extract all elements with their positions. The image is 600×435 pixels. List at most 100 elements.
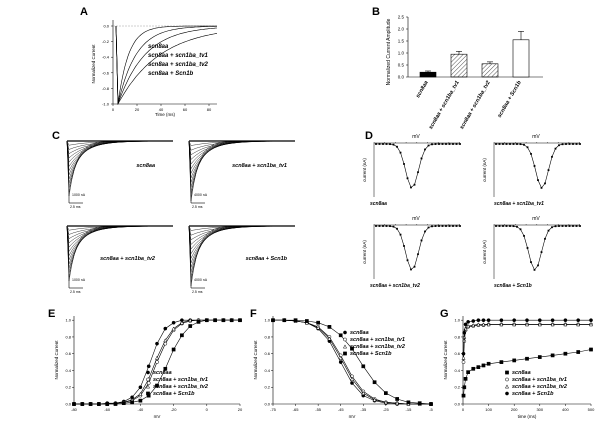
data-point <box>466 320 470 324</box>
data-point <box>395 401 400 406</box>
panel-d-xlabel: mV <box>412 134 420 140</box>
panel-c-scale-x: 2.5 ms <box>192 290 203 294</box>
panel-d-point <box>575 225 578 227</box>
panel-d-point <box>375 225 377 227</box>
panel-d-point <box>526 146 529 149</box>
panel-d-point <box>502 225 504 227</box>
panel-d-point <box>406 177 409 180</box>
data-point <box>171 320 176 325</box>
panel-c-subpanel: 1000 nA 2.5 ms scn8aa + scn1ba_tv2 <box>66 225 174 294</box>
panel-d-point <box>579 143 581 145</box>
panel-d-point <box>498 225 501 227</box>
panel-a-ytick: -0.6 <box>102 70 110 75</box>
chart-legend-item: scn8aa + scn1ba_tv1 <box>512 377 567 383</box>
panel-a-trace <box>115 25 218 105</box>
panel-d-point <box>505 143 508 145</box>
chart-xtick: 400 <box>562 407 569 412</box>
data-point <box>476 322 481 327</box>
panel-d-point <box>434 143 437 145</box>
panel-d-point <box>551 226 553 229</box>
data-point <box>221 318 226 323</box>
panel-d-point <box>544 182 546 185</box>
panel-d-point <box>424 148 426 151</box>
data-point <box>338 355 343 360</box>
panel-d-point <box>533 165 536 167</box>
panel-d-point <box>572 225 574 227</box>
panel-d-iv-curves: mV current (nA) scn8aa mV current (nA) scn8aa… <box>362 134 581 289</box>
panel-d-point <box>427 144 430 147</box>
panel-d-point <box>375 143 377 145</box>
panel-d-point <box>530 152 532 155</box>
data-point <box>463 377 468 381</box>
panel-d-point <box>519 228 522 231</box>
data-point <box>466 370 470 375</box>
chart-legend-item: scn8aa + scn1ba_tv2 <box>350 344 405 350</box>
data-point <box>486 361 491 366</box>
data-point <box>204 318 209 323</box>
panel-d-label: scn8aa + scn1ba_tv2 <box>370 283 420 289</box>
panel-d-iv-curve <box>496 225 580 271</box>
panel-d-point <box>509 143 511 145</box>
panel-c-label: scn8aa + Scn1b <box>246 256 288 262</box>
data-point <box>138 391 143 396</box>
data-point <box>525 356 529 361</box>
panel-c-trace <box>66 225 173 244</box>
panel-a-trace <box>115 25 218 106</box>
panel-c-trace <box>188 225 295 282</box>
data-point <box>471 323 476 328</box>
chart-xtick: 0 <box>206 407 209 412</box>
panel-c-trace <box>66 140 173 197</box>
panel-d-point <box>540 251 543 254</box>
panel-c-subpanel: 4000 nA 2.5 ms scn8aa + scn1ba_tv1 <box>188 140 296 209</box>
panel-b-ytick: 0.0 <box>398 75 405 80</box>
panel-a-xtick: 0 <box>112 107 115 112</box>
panel-d-point <box>389 225 391 228</box>
data-point <box>476 318 481 323</box>
panel-a-legend-item: scn8aa <box>148 44 169 50</box>
panel-a-traces: Normalized Current Time (ms) 0.0 -0.2 -0.4… <box>91 20 218 117</box>
panel-d-point <box>417 253 419 256</box>
panel-d-ylabel: current (nA) <box>482 240 487 264</box>
chart-xtick: -15 <box>406 407 413 412</box>
chart-xtick: 100 <box>485 407 492 412</box>
data-point <box>481 322 486 327</box>
chart-ytick: 0.8 <box>65 334 71 339</box>
chart-ytick: 0.6 <box>454 351 460 356</box>
chart-legend-item: scn8aa + Scn1b <box>512 391 554 397</box>
panel-b-ylabel: Normalized Current Amplitude <box>386 18 392 85</box>
data-point <box>504 384 510 389</box>
data-point <box>384 391 388 395</box>
data-point <box>476 365 481 369</box>
chart-xlabel: mV <box>349 414 356 419</box>
panel-d-point <box>441 143 444 145</box>
chart-legend-item: scn8aa <box>153 370 172 376</box>
data-point <box>563 322 568 327</box>
panel-d-point <box>544 237 546 240</box>
panel-d-subpanel: mV current (nA) scn8aa + scn1ba_tv1 <box>482 134 581 207</box>
chart-ylabel: Normalized Current <box>253 340 258 380</box>
panel-d-point <box>572 143 574 145</box>
data-point <box>293 318 298 323</box>
panel-d-point <box>558 144 560 147</box>
panel-d-xlabel: mV <box>532 134 540 140</box>
data-point <box>372 380 377 385</box>
panel-b-bar <box>450 53 468 78</box>
panel-d-point <box>495 225 497 227</box>
data-point <box>461 360 466 364</box>
data-point <box>121 401 126 406</box>
panel-d-point <box>502 143 504 145</box>
panel-a-xtick: 20 <box>135 107 140 112</box>
chart-xtick: -55 <box>315 407 322 412</box>
panel-d-point <box>448 225 451 227</box>
panel-c-scale-x: 2.5 ms <box>192 205 203 209</box>
panel-c-trace <box>66 225 173 260</box>
data-point <box>316 325 321 330</box>
data-point <box>461 355 466 360</box>
panel-d-point <box>516 225 518 228</box>
panel-c-trace <box>188 140 295 178</box>
data-point <box>471 366 476 371</box>
panel-a-legend-item: scn8aa + scn1ba_tv1 <box>148 53 209 59</box>
chart-legend-item: scn8aa + scn1ba_tv2 <box>512 384 567 390</box>
panel-a-trace <box>115 25 217 105</box>
panel-d-point <box>554 225 557 228</box>
